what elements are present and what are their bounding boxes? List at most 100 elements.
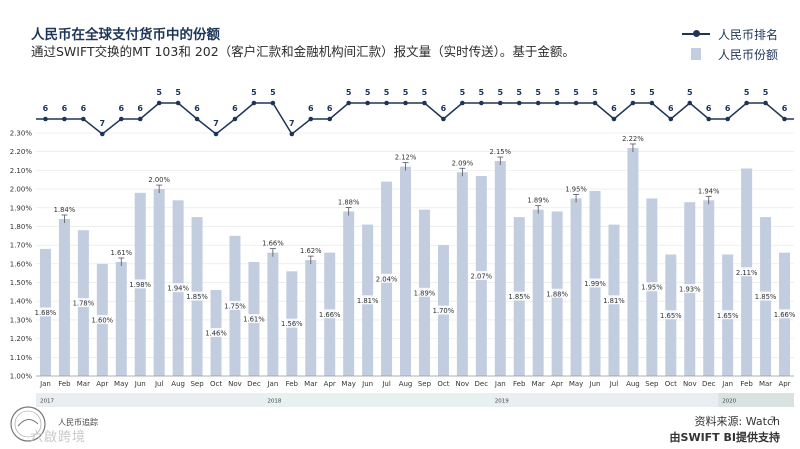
legend-share-label: 人民币份额 [718, 47, 779, 62]
bar-inside-label-bg [658, 310, 683, 320]
bar-inside-label: 1.60% [92, 316, 114, 324]
bar-inside-label: 1.88% [546, 290, 568, 298]
rank-label: 6 [232, 104, 238, 113]
bar-inside-label: 1.66% [774, 311, 796, 319]
rank-point [497, 100, 503, 106]
share-bar [343, 211, 355, 376]
x-tick-label: Sep [645, 380, 659, 388]
bar-inside-label: 1.81% [603, 297, 625, 305]
source-line-1: 资料来源: Watch [694, 415, 780, 428]
rank-label: 5 [592, 88, 598, 97]
share-bar [456, 172, 468, 376]
bar-inside-label-bg [128, 279, 153, 289]
page-number: 7 [770, 416, 776, 426]
y-tick-label: 1.40% [10, 298, 33, 306]
rank-point [384, 100, 389, 106]
rank-label: 5 [156, 88, 162, 97]
rank-point [554, 100, 560, 106]
rank-label: 5 [365, 88, 371, 97]
rank-point [213, 131, 219, 137]
rank-label: 6 [668, 104, 674, 113]
rank-label: 5 [346, 88, 352, 97]
legend-item-share: 人民币份额 [682, 44, 778, 64]
source-line-2: 由SWIFT BI提供支持 [669, 431, 780, 444]
rank-label: 6 [194, 104, 200, 113]
bar-inside-label-bg [469, 270, 494, 280]
bar-inside-label-bg [166, 283, 191, 293]
x-tick-label: Dec [475, 380, 489, 388]
rank-point [175, 100, 181, 106]
x-tick-label: Aug [626, 380, 640, 388]
share-bar [627, 147, 639, 376]
x-tick-label: Dec [247, 380, 261, 388]
rank-label: 5 [175, 88, 181, 97]
bar-top-label: 2.00% [148, 176, 170, 184]
bar-inside-label: 1.85% [508, 293, 530, 301]
bar-inside-label-bg [583, 278, 608, 288]
bar-inside-label-bg [33, 307, 58, 317]
rank-point [668, 116, 674, 122]
x-tick-label: May [341, 380, 355, 388]
rank-point [365, 100, 370, 106]
rank-point [611, 116, 617, 122]
rank-label: 6 [308, 104, 314, 113]
x-tick-label: Nov [683, 380, 697, 388]
rank-point [81, 116, 86, 122]
rank-label: 6 [441, 104, 447, 113]
rank-label: 5 [630, 88, 636, 97]
legend: 人民币排名 人民币份额 [682, 24, 778, 64]
bar-inside-label-bg [507, 291, 532, 301]
rank-label: 5 [497, 88, 503, 97]
rank-point [118, 116, 124, 122]
bar-inside-label-bg [545, 288, 570, 298]
rank-point [251, 100, 257, 106]
bar-top-label: 1.94% [698, 187, 720, 195]
share-bar [267, 252, 279, 376]
y-tick-label: 1.70% [10, 242, 33, 250]
x-tick-label: Aug [171, 380, 185, 388]
y-tick-label: 2.30% [10, 130, 33, 138]
bar-inside-label: 1.66% [319, 311, 341, 319]
bar-top-label: 1.95% [565, 185, 587, 193]
rank-point [100, 131, 105, 137]
bar-inside-label: 1.65% [660, 312, 682, 320]
rank-point [782, 116, 787, 122]
bar-inside-label-bg [677, 284, 702, 294]
rank-point [763, 100, 768, 106]
x-tick-label: May [569, 380, 583, 388]
x-tick-label: Jan [721, 380, 733, 388]
rank-label: 5 [763, 88, 769, 97]
bar-inside-label-bg [71, 298, 96, 308]
bar-inside-label-bg [355, 295, 380, 305]
rank-label: 5 [744, 88, 750, 97]
rank-label: 6 [81, 104, 87, 113]
bar-inside-label: 1.85% [186, 293, 208, 301]
legend-bar-symbol [691, 48, 701, 60]
rank-point [194, 116, 200, 122]
rank-point [460, 100, 465, 106]
bar-inside-label-bg [639, 282, 664, 292]
legend-item-rank: 人民币排名 [682, 24, 778, 44]
bar-top-label: 2.15% [489, 148, 511, 156]
rank-point [346, 100, 351, 106]
x-tick-label: Jan [266, 380, 278, 388]
share-bar [532, 209, 544, 376]
bar-inside-label-bg [374, 273, 399, 283]
year-band [718, 393, 794, 407]
bar-inside-label: 1.78% [73, 300, 95, 308]
rank-label: 6 [118, 104, 124, 113]
rank-point [725, 116, 730, 122]
bar-inside-label: 1.56% [281, 320, 303, 328]
x-tick-label: Mar [304, 380, 317, 388]
rank-point [156, 100, 162, 106]
y-tick-label: 1.90% [10, 204, 33, 212]
share-bar [703, 200, 715, 376]
y-tick-label: 1.60% [10, 260, 33, 268]
bar-inside-label-bg [715, 310, 740, 320]
page-subtitle: 通过SWIFT交换的MT 103和 202（客户汇款和金融机构间汇款）报文量（实… [31, 44, 575, 59]
rank-line [36, 102, 794, 136]
rank-label: 5 [403, 88, 409, 97]
y-tick-label: 1.80% [10, 223, 33, 231]
rank-point [573, 100, 579, 106]
